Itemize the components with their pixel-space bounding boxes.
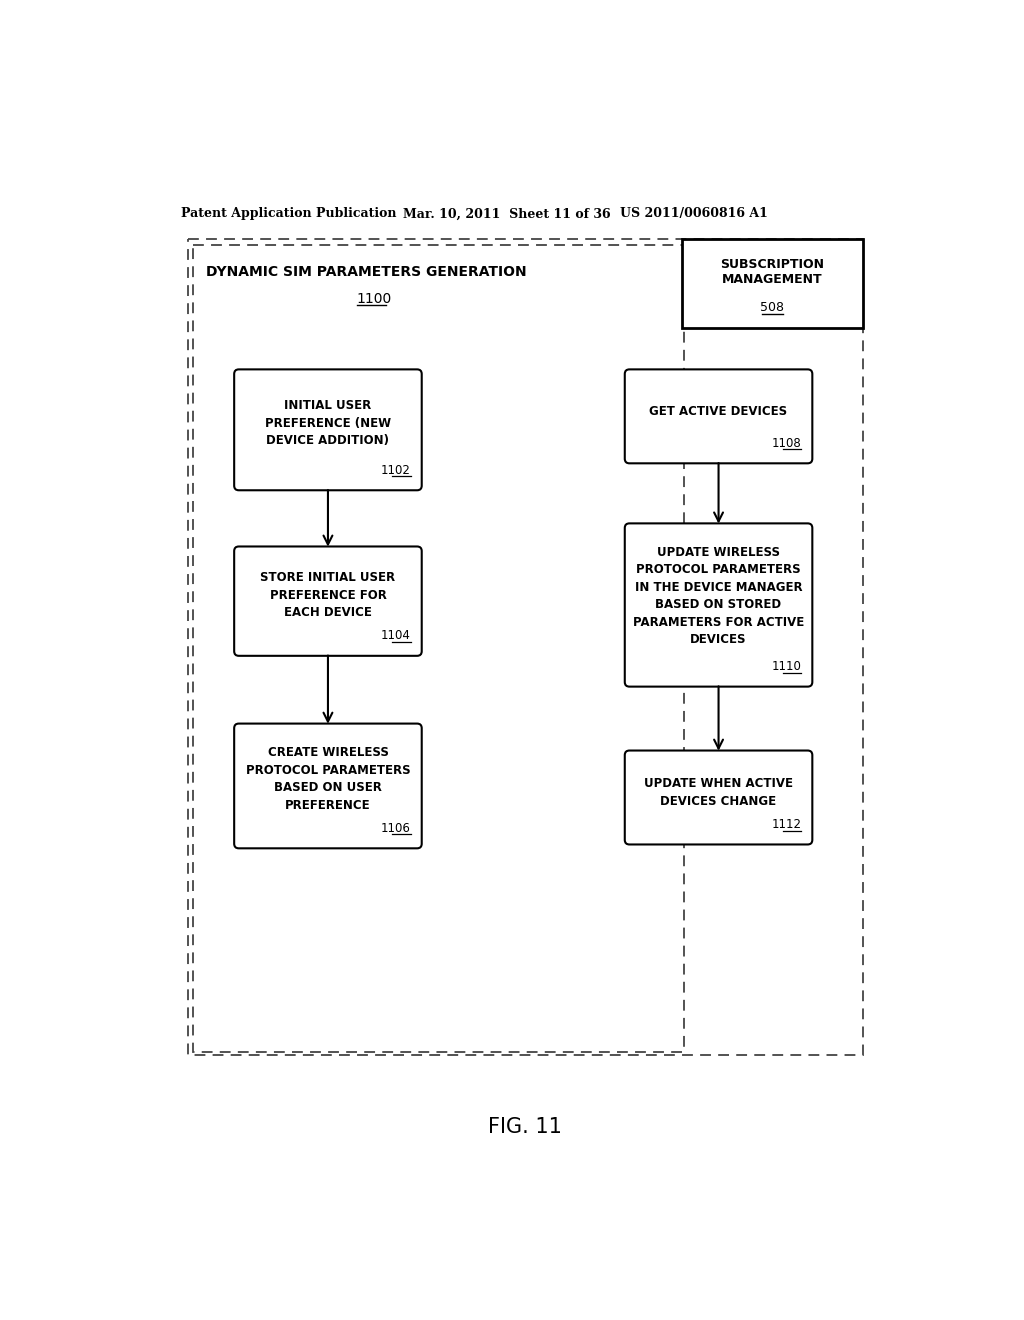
Text: 1110: 1110: [772, 660, 802, 673]
Bar: [682, 239, 862, 327]
FancyBboxPatch shape: [625, 370, 812, 463]
Text: UPDATE WIRELESS
PROTOCOL PARAMETERS
IN THE DEVICE MANAGER
BASED ON STORED
PARAME: UPDATE WIRELESS PROTOCOL PARAMETERS IN T…: [633, 545, 804, 645]
Text: FIG. 11: FIG. 11: [487, 1117, 562, 1137]
FancyBboxPatch shape: [234, 546, 422, 656]
Text: 1106: 1106: [381, 822, 411, 834]
Text: 1104: 1104: [381, 630, 411, 643]
Bar: [194, 244, 684, 1052]
Text: 1112: 1112: [771, 818, 802, 832]
Text: Mar. 10, 2011  Sheet 11 of 36: Mar. 10, 2011 Sheet 11 of 36: [403, 207, 610, 220]
FancyBboxPatch shape: [234, 723, 422, 849]
Text: CREATE WIRELESS
PROTOCOL PARAMETERS
BASED ON USER
PREFERENCE: CREATE WIRELESS PROTOCOL PARAMETERS BASE…: [246, 746, 411, 812]
Text: 1102: 1102: [381, 463, 411, 477]
Text: 1108: 1108: [772, 437, 802, 450]
Bar: [188, 239, 862, 1056]
Text: 1100: 1100: [356, 292, 392, 305]
Text: GET ACTIVE DEVICES: GET ACTIVE DEVICES: [649, 405, 787, 417]
Text: SUBSCRIPTION
MANAGEMENT: SUBSCRIPTION MANAGEMENT: [721, 257, 824, 285]
Text: US 2011/0060816 A1: US 2011/0060816 A1: [621, 207, 768, 220]
Text: DYNAMIC SIM PARAMETERS GENERATION: DYNAMIC SIM PARAMETERS GENERATION: [206, 265, 526, 280]
Text: INITIAL USER
PREFERENCE (NEW
DEVICE ADDITION): INITIAL USER PREFERENCE (NEW DEVICE ADDI…: [265, 399, 391, 447]
FancyBboxPatch shape: [625, 751, 812, 845]
FancyBboxPatch shape: [234, 370, 422, 490]
Text: Patent Application Publication: Patent Application Publication: [180, 207, 396, 220]
Text: UPDATE WHEN ACTIVE
DEVICES CHANGE: UPDATE WHEN ACTIVE DEVICES CHANGE: [644, 777, 793, 808]
Text: 508: 508: [761, 301, 784, 314]
Text: STORE INITIAL USER
PREFERENCE FOR
EACH DEVICE: STORE INITIAL USER PREFERENCE FOR EACH D…: [260, 572, 395, 619]
FancyBboxPatch shape: [625, 524, 812, 686]
